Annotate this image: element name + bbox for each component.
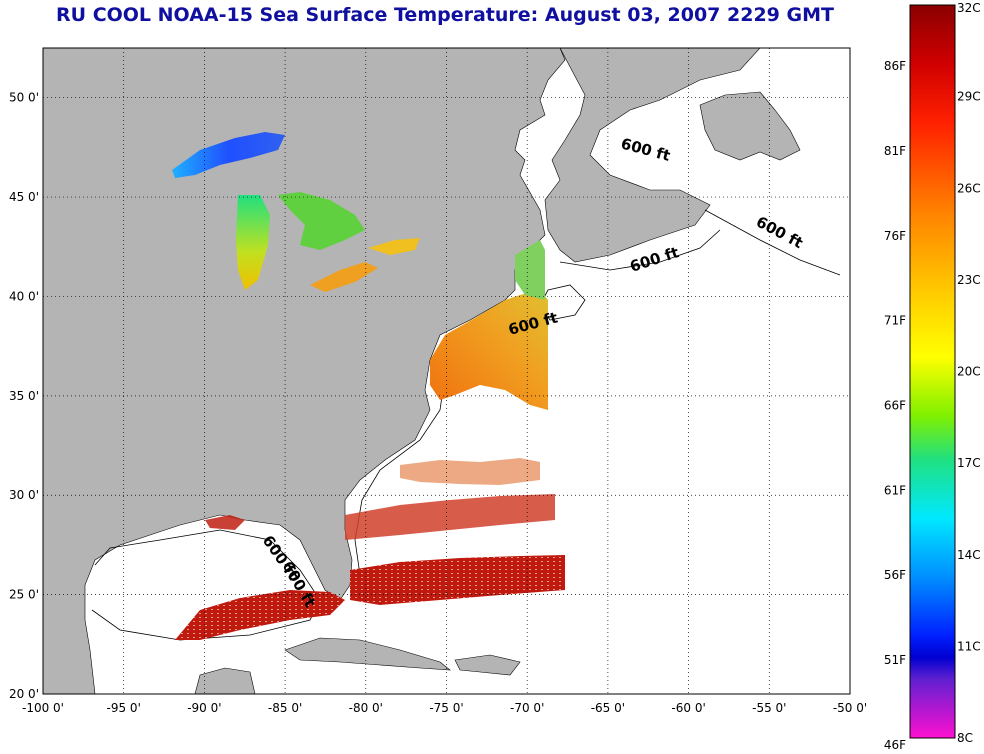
sst-gulf-of-mexico bbox=[175, 590, 345, 640]
fahrenheit-label: 81F bbox=[884, 144, 906, 158]
fahrenheit-label: 76F bbox=[884, 229, 906, 243]
sst-gulf-of-maine bbox=[515, 240, 545, 300]
x-tick-label: -60 0' bbox=[671, 701, 705, 715]
celsius-label: 32C bbox=[957, 1, 981, 15]
celsius-label: 8C bbox=[957, 731, 973, 745]
x-axis-ticks: -100 0' -95 0' -90 0' -85 0' -80 0' -75 … bbox=[22, 701, 867, 715]
colorbar-fahrenheit-labels: 86F 81F 76F 71F 66F 61F 56F 51F 46F bbox=[884, 59, 906, 752]
lake-michigan bbox=[236, 195, 270, 290]
celsius-label: 26C bbox=[957, 181, 981, 195]
x-tick-label: -65 0' bbox=[591, 701, 625, 715]
x-tick-label: -75 0' bbox=[429, 701, 463, 715]
x-tick-label: -50 0' bbox=[833, 701, 867, 715]
x-tick-label: -95 0' bbox=[107, 701, 141, 715]
fahrenheit-label: 51F bbox=[884, 653, 906, 667]
lake-huron bbox=[278, 192, 365, 250]
lake-erie bbox=[310, 262, 378, 292]
y-tick-label: 30 0' bbox=[9, 488, 39, 502]
celsius-label: 11C bbox=[957, 639, 981, 653]
sst-mid-atlantic bbox=[430, 290, 548, 410]
land-maritimes bbox=[544, 48, 761, 263]
colorbar-celsius-labels: 32C 29C 26C 23C 20C 17C 14C 11C 8C bbox=[957, 1, 981, 745]
celsius-label: 29C bbox=[957, 90, 981, 104]
y-tick-label: 45 0' bbox=[9, 190, 39, 204]
lake-ontario bbox=[368, 238, 420, 255]
land-north-america bbox=[43, 48, 566, 694]
sst-band-33n bbox=[400, 458, 540, 485]
land-cuba bbox=[284, 637, 451, 671]
celsius-label: 20C bbox=[957, 365, 981, 379]
celsius-label: 17C bbox=[957, 456, 981, 470]
y-axis-ticks: 50 0' 45 0' 40 0' 35 0' 30 0' 25 0' 20 0… bbox=[9, 91, 39, 701]
fahrenheit-label: 61F bbox=[884, 483, 906, 497]
land-hispaniola bbox=[454, 654, 521, 676]
fahrenheit-label: 71F bbox=[884, 314, 906, 328]
y-tick-label: 35 0' bbox=[9, 389, 39, 403]
celsius-label: 23C bbox=[957, 273, 981, 287]
y-tick-label: 40 0' bbox=[9, 289, 39, 303]
y-tick-label: 25 0' bbox=[9, 588, 39, 602]
y-tick-label: 50 0' bbox=[9, 91, 39, 105]
fahrenheit-label: 46F bbox=[884, 738, 906, 752]
x-tick-label: -70 0' bbox=[510, 701, 544, 715]
land-newfoundland bbox=[699, 91, 801, 161]
x-tick-label: -100 0' bbox=[22, 701, 64, 715]
y-tick-label: 20 0' bbox=[9, 687, 39, 701]
celsius-label: 14C bbox=[957, 548, 981, 562]
sst-band-30n bbox=[345, 494, 555, 540]
colorbar bbox=[909, 4, 956, 739]
fahrenheit-label: 66F bbox=[884, 398, 906, 412]
sst-band-27n bbox=[350, 555, 565, 605]
x-tick-label: -80 0' bbox=[349, 701, 383, 715]
fahrenheit-label: 86F bbox=[884, 59, 906, 73]
x-tick-label: -55 0' bbox=[752, 701, 786, 715]
map-title: RU COOL NOAA-15 Sea Surface Temperature:… bbox=[56, 4, 834, 26]
grid-lines bbox=[43, 48, 850, 694]
x-tick-label: -90 0' bbox=[187, 701, 221, 715]
lake-superior bbox=[172, 132, 285, 178]
x-tick-label: -85 0' bbox=[268, 701, 302, 715]
land-yucatan bbox=[194, 667, 256, 694]
fahrenheit-label: 56F bbox=[884, 568, 906, 582]
map-frame bbox=[42, 47, 851, 695]
isobath-line bbox=[91, 209, 841, 641]
sst-gulf-north bbox=[205, 515, 245, 530]
